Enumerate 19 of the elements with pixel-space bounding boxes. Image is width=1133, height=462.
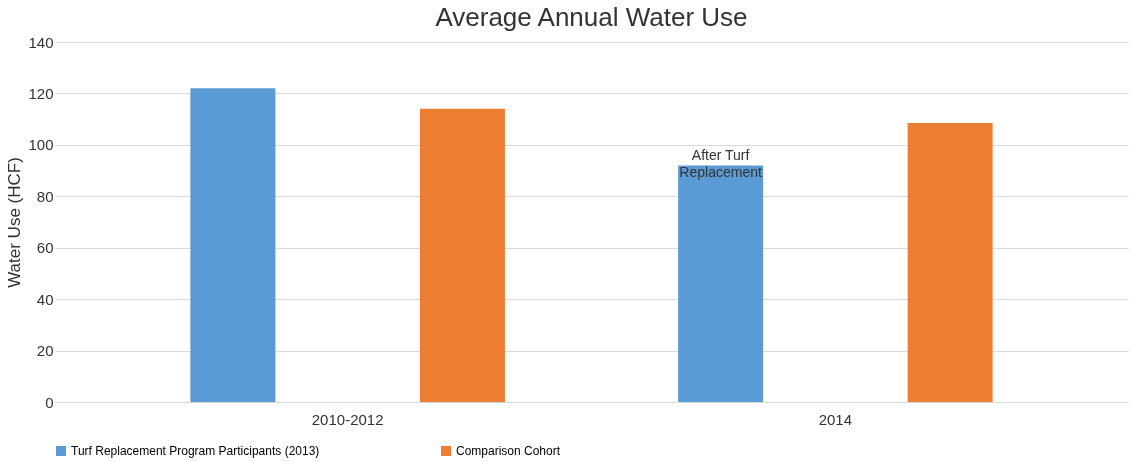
- y-tick-label: 40: [36, 290, 54, 308]
- x-tick-label: 2014: [818, 410, 853, 428]
- y-tick-label: 60: [36, 239, 54, 257]
- legend-label: Turf Replacement Program Participants (2013): [71, 444, 320, 458]
- bar: [419, 108, 505, 402]
- annotation: After Turf Replacement: [679, 147, 762, 181]
- y-tick-label: 100: [28, 136, 54, 154]
- y-axis-title: Water Use (HCF): [5, 157, 25, 288]
- y-tick-label: 0: [45, 393, 54, 411]
- y-tick-label: 80: [36, 187, 54, 205]
- bar: [678, 165, 764, 402]
- legend-label: Comparison Cohort: [456, 444, 561, 458]
- y-tick-label: 120: [28, 84, 54, 102]
- bar: [907, 123, 993, 402]
- bar: [190, 88, 276, 402]
- x-tick-label: 2010-2012: [311, 410, 384, 428]
- chart-title: Average Annual Water Use: [435, 2, 748, 32]
- y-tick-label: 20: [36, 342, 54, 360]
- y-tick-label: 140: [28, 33, 54, 51]
